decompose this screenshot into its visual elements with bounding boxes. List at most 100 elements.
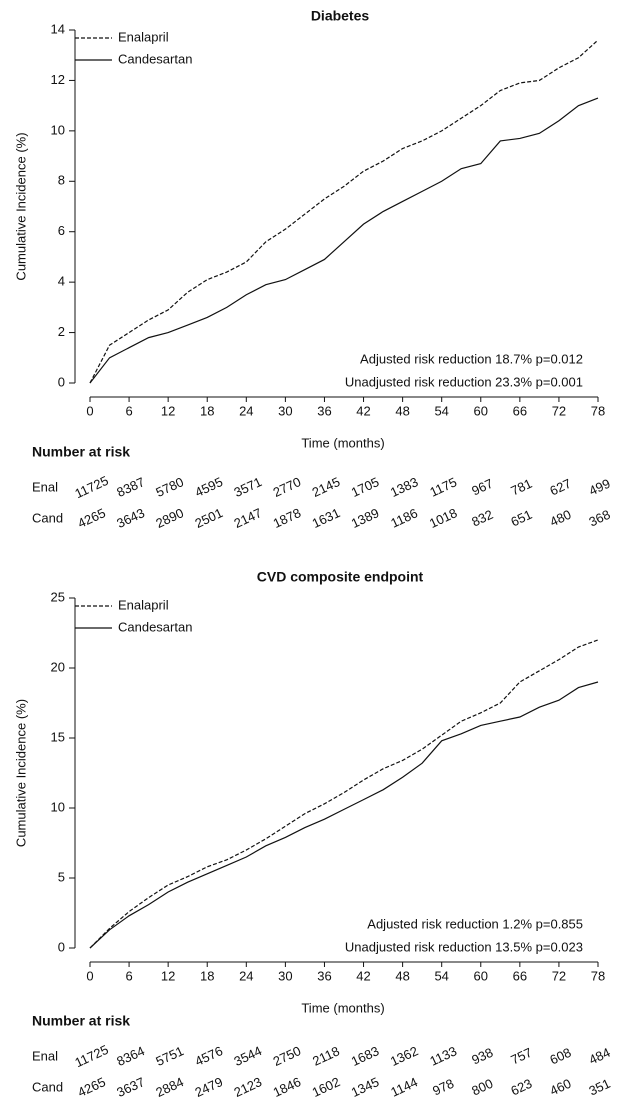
chart-title: Diabetes	[311, 8, 370, 24]
x-tick-label: 78	[591, 403, 605, 418]
risk-count: 11725	[72, 473, 110, 501]
risk-count: 2884	[153, 1074, 186, 1100]
risk-count: 978	[430, 1076, 456, 1099]
risk-count: 967	[469, 476, 495, 499]
risk-count: 757	[508, 1045, 534, 1068]
y-tick-label: 6	[58, 223, 65, 238]
risk-count: 1133	[427, 1043, 459, 1068]
x-tick-label: 36	[317, 403, 331, 418]
risk-count: 2145	[310, 474, 343, 500]
risk-count: 1362	[388, 1043, 421, 1069]
x-tick-label: 48	[395, 968, 409, 983]
x-tick-label: 48	[395, 403, 409, 418]
risk-count: 627	[547, 476, 573, 499]
risk-count: 938	[469, 1045, 495, 1068]
risk-count: 4265	[75, 1074, 108, 1100]
x-tick-label: 60	[474, 403, 488, 418]
risk-count: 480	[547, 507, 573, 530]
risk-count: 2750	[271, 1043, 304, 1069]
risk-count: 1705	[349, 474, 382, 500]
annotation: Adjusted risk reduction 1.2% p=0.855	[367, 916, 583, 931]
risk-count: 8364	[114, 1043, 147, 1069]
risk-count: 1345	[349, 1074, 382, 1100]
risk-count: 832	[469, 507, 495, 530]
y-tick-label: 4	[58, 274, 65, 289]
risk-count: 1389	[349, 505, 382, 531]
risk-count: 484	[587, 1045, 613, 1068]
x-tick-label: 6	[125, 403, 132, 418]
y-tick-label: 10	[51, 799, 65, 814]
risk-count: 351	[587, 1076, 613, 1099]
risk-count: 3544	[232, 1043, 265, 1069]
risk-count: 3643	[114, 505, 147, 531]
y-tick-label: 12	[51, 72, 65, 87]
risk-count: 1144	[388, 1074, 420, 1099]
risk-count: 800	[469, 1076, 495, 1099]
risk-count: 368	[587, 507, 613, 530]
series-line	[89, 97, 599, 384]
x-tick-label: 60	[474, 968, 488, 983]
legend-label: Enalapril	[118, 597, 169, 612]
x-tick-label: 0	[86, 403, 93, 418]
risk-count: 5780	[153, 474, 186, 500]
risk-count: 1683	[349, 1043, 382, 1069]
y-tick-label: 10	[51, 122, 65, 137]
risk-count: 499	[587, 476, 613, 499]
legend-label: Candesartan	[118, 619, 192, 634]
x-tick-label: 18	[200, 968, 214, 983]
x-tick-label: 30	[278, 968, 292, 983]
risk-count: 1602	[310, 1074, 343, 1100]
y-tick-label: 14	[51, 21, 65, 36]
x-tick-label: 0	[86, 968, 93, 983]
risk-count: 4595	[193, 474, 226, 500]
legend-label: Enalapril	[118, 29, 169, 44]
y-tick-label: 20	[51, 659, 65, 674]
x-axis-label: Time (months)	[301, 435, 384, 450]
risk-row-name: Enal	[32, 479, 58, 494]
x-tick-label: 12	[161, 403, 175, 418]
annotation: Unadjusted risk reduction 13.5% p=0.023	[345, 939, 583, 954]
risk-count: 1018	[427, 505, 460, 531]
series-line	[89, 681, 599, 949]
x-tick-label: 18	[200, 403, 214, 418]
risk-count: 1175	[427, 474, 459, 499]
risk-count: 2479	[193, 1074, 226, 1100]
risk-count: 623	[508, 1076, 534, 1099]
risk-count: 3571	[232, 474, 265, 500]
risk-count: 781	[508, 476, 534, 499]
x-tick-label: 42	[356, 968, 370, 983]
risk-count: 1186	[388, 505, 420, 530]
x-tick-label: 24	[239, 968, 253, 983]
risk-count: 1878	[271, 505, 304, 531]
y-tick-label: 15	[51, 729, 65, 744]
risk-count: 651	[508, 507, 534, 530]
x-axis-label: Time (months)	[301, 1000, 384, 1015]
series-line	[89, 39, 599, 384]
risk-count: 5751	[153, 1043, 186, 1069]
risk-count: 8387	[114, 474, 147, 500]
y-tick-label: 0	[58, 374, 65, 389]
x-tick-label: 42	[356, 403, 370, 418]
risk-table-title: Number at risk	[32, 444, 130, 460]
annotation: Unadjusted risk reduction 23.3% p=0.001	[345, 374, 583, 389]
risk-count: 4576	[193, 1043, 226, 1069]
y-tick-label: 2	[58, 324, 65, 339]
risk-count: 4265	[75, 505, 108, 531]
risk-count: 2118	[310, 1043, 342, 1068]
risk-count: 2890	[153, 505, 186, 531]
risk-count: 2501	[193, 505, 226, 531]
x-tick-label: 12	[161, 968, 175, 983]
y-tick-label: 5	[58, 869, 65, 884]
x-tick-label: 72	[552, 403, 566, 418]
risk-count: 2123	[232, 1074, 265, 1100]
x-tick-label: 72	[552, 968, 566, 983]
y-axis-label: Cumulative Incidence (%)	[13, 132, 28, 280]
x-tick-label: 54	[434, 968, 448, 983]
risk-table-title: Number at risk	[32, 1013, 130, 1029]
risk-count: 1631	[310, 505, 343, 531]
x-tick-label: 66	[513, 403, 527, 418]
y-tick-label: 8	[58, 173, 65, 188]
y-axis-label: Cumulative Incidence (%)	[13, 699, 28, 847]
